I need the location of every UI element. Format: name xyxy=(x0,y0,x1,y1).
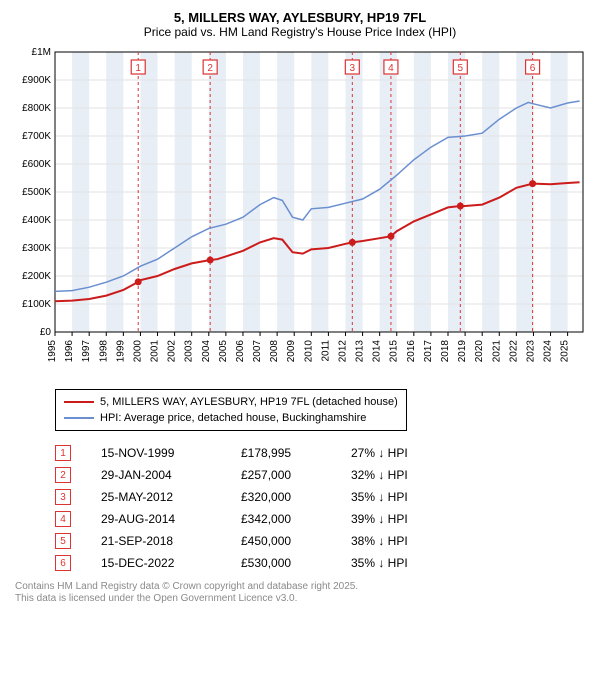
svg-text:2010: 2010 xyxy=(303,340,314,363)
transaction-marker: 6 xyxy=(55,555,71,571)
svg-text:2008: 2008 xyxy=(269,340,280,363)
transaction-marker: 2 xyxy=(55,467,71,483)
transaction-diff: 32% ↓ HPI xyxy=(351,468,441,482)
svg-text:2002: 2002 xyxy=(167,340,178,363)
transaction-row: 2 29-JAN-2004 £257,000 32% ↓ HPI xyxy=(55,467,585,483)
transaction-row: 5 21-SEP-2018 £450,000 38% ↓ HPI xyxy=(55,533,585,549)
svg-text:3: 3 xyxy=(350,63,356,74)
svg-text:£700K: £700K xyxy=(22,131,51,142)
transaction-price: £257,000 xyxy=(241,468,321,482)
svg-text:2020: 2020 xyxy=(474,340,485,363)
svg-text:2015: 2015 xyxy=(389,340,400,363)
svg-text:2009: 2009 xyxy=(286,340,297,363)
transaction-marker: 3 xyxy=(55,489,71,505)
legend-row-hpi: HPI: Average price, detached house, Buck… xyxy=(64,410,398,426)
transaction-diff: 27% ↓ HPI xyxy=(351,446,441,460)
svg-text:2: 2 xyxy=(207,63,213,74)
svg-text:£900K: £900K xyxy=(22,75,51,86)
transactions-table: 1 15-NOV-1999 £178,995 27% ↓ HPI 2 29-JAN-200… xyxy=(55,445,585,571)
svg-text:2025: 2025 xyxy=(560,340,571,363)
svg-text:1999: 1999 xyxy=(115,340,126,363)
svg-text:£300K: £300K xyxy=(22,243,51,254)
transaction-date: 15-DEC-2022 xyxy=(101,556,211,570)
svg-text:1996: 1996 xyxy=(64,340,75,363)
chart-container: £0 £100K £200K £300K £400K £500K £600K £700K £80… xyxy=(15,47,585,377)
footer-attribution: Contains HM Land Registry data © Crown c… xyxy=(15,581,585,605)
chart-subtitle: Price paid vs. HM Land Registry's House … xyxy=(15,25,585,39)
svg-text:2017: 2017 xyxy=(423,340,434,363)
transaction-diff: 38% ↓ HPI xyxy=(351,534,441,548)
svg-text:£0: £0 xyxy=(40,327,52,338)
svg-text:5: 5 xyxy=(458,63,464,74)
svg-text:£500K: £500K xyxy=(22,187,51,198)
transaction-row: 6 15-DEC-2022 £530,000 35% ↓ HPI xyxy=(55,555,585,571)
footer-line-2: This data is licensed under the Open Gov… xyxy=(15,593,585,605)
svg-text:2007: 2007 xyxy=(252,340,263,363)
svg-text:2003: 2003 xyxy=(184,340,195,363)
transaction-diff: 35% ↓ HPI xyxy=(351,556,441,570)
svg-text:2004: 2004 xyxy=(201,340,212,363)
svg-text:2012: 2012 xyxy=(337,340,348,363)
transaction-row: 4 29-AUG-2014 £342,000 39% ↓ HPI xyxy=(55,511,585,527)
transaction-date: 29-AUG-2014 xyxy=(101,512,211,526)
svg-text:2014: 2014 xyxy=(372,340,383,363)
transaction-row: 1 15-NOV-1999 £178,995 27% ↓ HPI xyxy=(55,445,585,461)
svg-text:2006: 2006 xyxy=(235,340,246,363)
svg-text:2021: 2021 xyxy=(491,340,502,363)
svg-text:2022: 2022 xyxy=(508,340,519,363)
transaction-marker: 5 xyxy=(55,533,71,549)
svg-text:£1M: £1M xyxy=(32,47,51,58)
legend-swatch-hpi xyxy=(64,417,94,419)
transaction-marker: 1 xyxy=(55,445,71,461)
svg-text:2016: 2016 xyxy=(406,340,417,363)
svg-text:£600K: £600K xyxy=(22,159,51,170)
svg-text:2001: 2001 xyxy=(150,340,161,363)
svg-text:£100K: £100K xyxy=(22,299,51,310)
legend-label-property: 5, MILLERS WAY, AYLESBURY, HP19 7FL (det… xyxy=(100,394,398,410)
svg-text:2013: 2013 xyxy=(355,340,366,363)
transaction-marker: 4 xyxy=(55,511,71,527)
svg-text:2018: 2018 xyxy=(440,340,451,363)
transaction-price: £342,000 xyxy=(241,512,321,526)
transaction-price: £178,995 xyxy=(241,446,321,460)
transaction-price: £530,000 xyxy=(241,556,321,570)
svg-text:1998: 1998 xyxy=(98,340,109,363)
svg-text:2000: 2000 xyxy=(132,340,143,363)
legend-label-hpi: HPI: Average price, detached house, Buck… xyxy=(100,410,366,426)
svg-text:2024: 2024 xyxy=(543,340,554,363)
svg-text:6: 6 xyxy=(530,63,536,74)
price-chart: £0 £100K £200K £300K £400K £500K £600K £700K £80… xyxy=(15,47,585,377)
title-block: 5, MILLERS WAY, AYLESBURY, HP19 7FL Pric… xyxy=(15,10,585,39)
transaction-date: 15-NOV-1999 xyxy=(101,446,211,460)
transaction-date: 21-SEP-2018 xyxy=(101,534,211,548)
svg-text:£400K: £400K xyxy=(22,215,51,226)
transaction-diff: 39% ↓ HPI xyxy=(351,512,441,526)
svg-text:£800K: £800K xyxy=(22,103,51,114)
legend-row-property: 5, MILLERS WAY, AYLESBURY, HP19 7FL (det… xyxy=(64,394,398,410)
chart-title: 5, MILLERS WAY, AYLESBURY, HP19 7FL xyxy=(15,10,585,25)
svg-text:2023: 2023 xyxy=(525,340,536,363)
svg-text:1: 1 xyxy=(135,63,141,74)
chart-legend: 5, MILLERS WAY, AYLESBURY, HP19 7FL (det… xyxy=(55,389,407,431)
transaction-price: £450,000 xyxy=(241,534,321,548)
footer-line-1: Contains HM Land Registry data © Crown c… xyxy=(15,581,585,593)
legend-swatch-property xyxy=(64,401,94,403)
transaction-date: 29-JAN-2004 xyxy=(101,468,211,482)
transaction-diff: 35% ↓ HPI xyxy=(351,490,441,504)
transaction-row: 3 25-MAY-2012 £320,000 35% ↓ HPI xyxy=(55,489,585,505)
transaction-date: 25-MAY-2012 xyxy=(101,490,211,504)
svg-text:1997: 1997 xyxy=(81,340,92,363)
transaction-price: £320,000 xyxy=(241,490,321,504)
svg-text:1995: 1995 xyxy=(47,340,58,363)
svg-text:4: 4 xyxy=(388,63,394,74)
svg-text:2019: 2019 xyxy=(457,340,468,363)
svg-text:£200K: £200K xyxy=(22,271,51,282)
svg-text:2005: 2005 xyxy=(218,340,229,363)
svg-text:2011: 2011 xyxy=(320,340,331,362)
